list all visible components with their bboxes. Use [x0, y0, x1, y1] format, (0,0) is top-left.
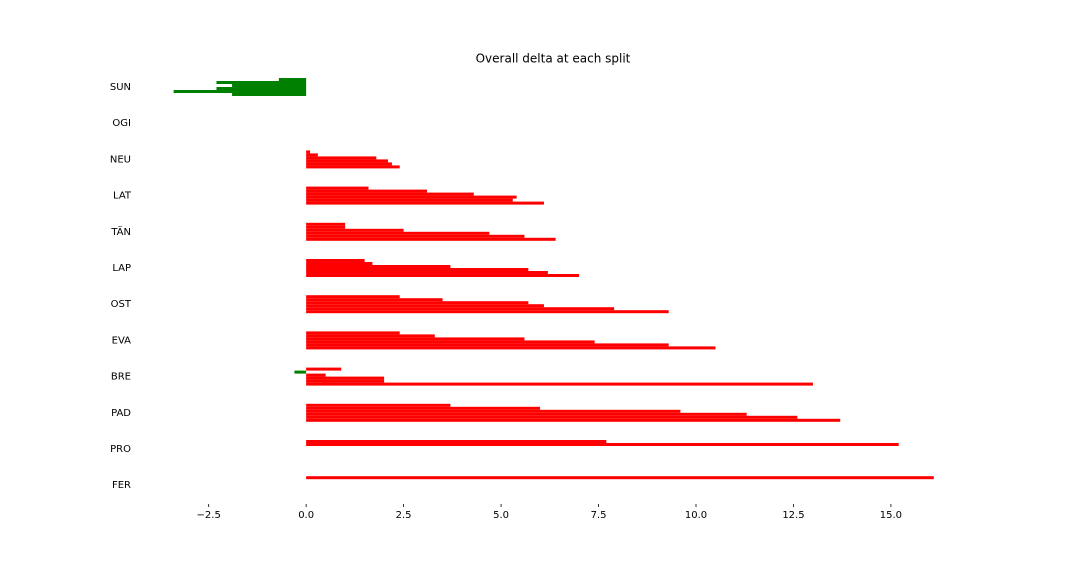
bar [306, 476, 934, 480]
bar [306, 268, 529, 271]
x-tick-label: 12.5 [782, 510, 804, 521]
bar [216, 81, 307, 84]
bar [306, 259, 365, 262]
chart-title: Overall delta at each split [476, 52, 631, 66]
bar [306, 334, 435, 338]
bar [306, 265, 451, 268]
bar [306, 298, 443, 302]
y-tick-label: LAT [113, 191, 132, 202]
y-tick-label: SUN [110, 82, 131, 93]
bar [306, 379, 385, 383]
bar [306, 234, 525, 238]
y-tick-label: EVA [112, 335, 132, 346]
bar [306, 271, 548, 274]
bar [306, 189, 427, 193]
bar [306, 346, 716, 350]
y-tick-label: NEU [110, 154, 131, 165]
bar [306, 156, 377, 160]
bar [306, 415, 798, 419]
bar [306, 367, 342, 371]
bar [232, 84, 307, 87]
bar [216, 87, 307, 90]
y-tick-label: LAP [112, 263, 131, 274]
bar [306, 337, 525, 341]
bar [173, 90, 307, 93]
bar [306, 153, 318, 157]
y-tick-label: OGI [112, 118, 131, 129]
bar [306, 440, 607, 443]
bar [232, 93, 307, 96]
bar [306, 304, 544, 308]
bar [306, 195, 517, 199]
bar [306, 307, 615, 311]
bar [306, 382, 813, 386]
bar [306, 373, 326, 377]
bar [306, 340, 595, 344]
bar [306, 222, 346, 226]
x-tick-label: 2.5 [396, 510, 412, 521]
bar [306, 231, 490, 235]
bar [306, 162, 392, 166]
bar [306, 409, 681, 413]
bar [306, 198, 513, 202]
bar [306, 237, 556, 241]
bar [306, 274, 580, 277]
bar [306, 376, 385, 380]
x-tick-label: 0.0 [298, 510, 314, 521]
bar [306, 165, 400, 169]
bar [306, 406, 541, 410]
bar [306, 403, 451, 407]
x-tick-label: 7.5 [591, 510, 607, 521]
y-tick-label: TÄN [110, 225, 131, 238]
bar [278, 78, 307, 81]
bar [306, 443, 899, 446]
bar [306, 186, 369, 190]
bar [306, 412, 747, 416]
bar [306, 192, 474, 196]
bar [306, 295, 400, 299]
bar [294, 370, 307, 374]
y-tick-label: PAD [111, 408, 131, 419]
bar [306, 262, 373, 265]
y-tick-label: PRO [110, 444, 131, 455]
x-tick-label: 15.0 [880, 510, 902, 521]
bar [306, 331, 400, 335]
x-tick-label: 5.0 [493, 510, 509, 521]
x-tick-label: 10.0 [685, 510, 707, 521]
bar [306, 225, 346, 229]
bar [306, 310, 669, 314]
bar [306, 343, 669, 347]
x-tick-label: −2.5 [197, 510, 221, 521]
bar [306, 159, 389, 163]
bar [306, 418, 841, 422]
bar [306, 150, 311, 154]
bar [306, 201, 544, 205]
y-tick-label: BRE [111, 372, 131, 383]
bar [306, 301, 529, 305]
y-tick-label: OST [111, 299, 132, 310]
y-tick-label: FER [112, 480, 131, 491]
bar [306, 228, 404, 232]
